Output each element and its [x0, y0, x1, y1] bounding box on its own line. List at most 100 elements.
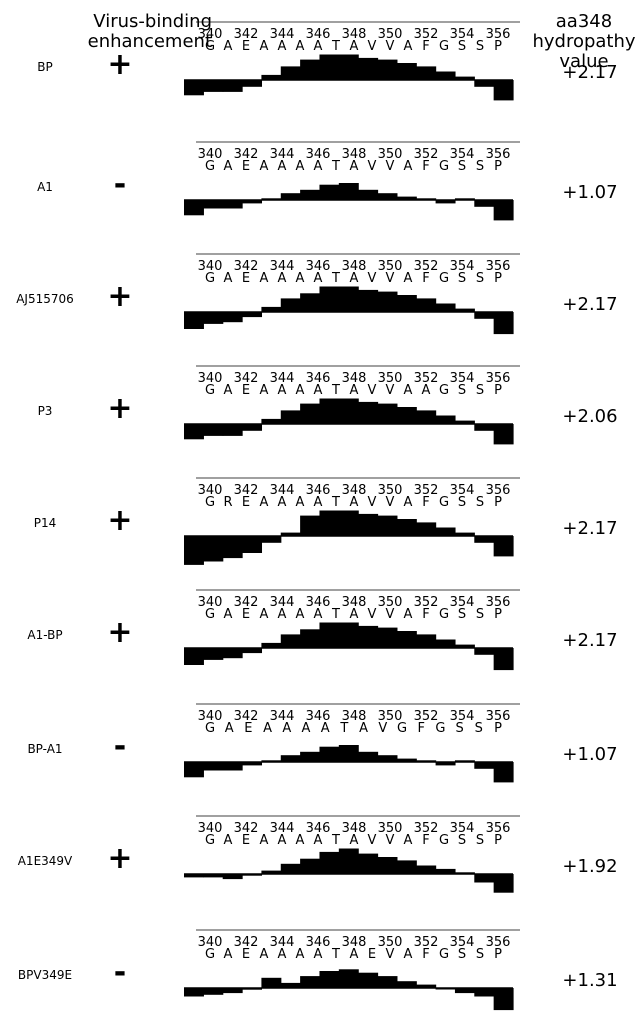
hydropathy-bar [184, 80, 204, 96]
hydropathy-bar [261, 760, 282, 762]
hydropathy-bar [435, 527, 456, 536]
residue-position-label: 350 [378, 821, 403, 836]
hydropathy-bar [416, 198, 437, 200]
residue-letter: A [350, 383, 359, 398]
residue-letter: S [458, 271, 466, 286]
residue-letter: S [476, 833, 484, 848]
residue-letter: A [224, 159, 233, 174]
hydropathy-bar [319, 54, 340, 80]
residue-letter: V [368, 271, 377, 286]
header-left-line-2: enhancement [87, 31, 212, 52]
residue-letter: G [439, 833, 449, 848]
residue-position-label: 356 [486, 371, 511, 386]
hydropathy-bar [280, 863, 301, 874]
hydropathy-bar [358, 751, 379, 762]
residue-position-label: 346 [306, 595, 331, 610]
residue-position-label: 354 [450, 595, 475, 610]
residue-position-label: 344 [270, 935, 295, 950]
hydropathy-bar [474, 648, 495, 655]
residue-letter: A [296, 271, 305, 286]
residue-letter: P [494, 607, 502, 622]
hydropathy-bar [261, 198, 282, 200]
profile-row: A1-BP + +2.17 340 342 344 346 348 350 352 354 356 G A… [0, 568, 644, 680]
residue-letter: G [439, 607, 449, 622]
residue-letter: V [386, 271, 395, 286]
header-right-line-3: value [559, 51, 609, 72]
residue-letter: A [260, 833, 269, 848]
construct-name: P3 [37, 404, 53, 418]
residue-position-label: 352 [414, 371, 439, 386]
hydropathy-bar [300, 515, 321, 536]
hydropathy-bar [242, 874, 263, 876]
hydropathy-bar [222, 874, 243, 880]
hydropathy-bar [242, 536, 263, 553]
residue-position-label: 356 [486, 709, 511, 724]
residue-letter: S [476, 947, 484, 962]
residue-position-label: 350 [378, 935, 403, 950]
residue-position-label: 346 [306, 935, 331, 950]
residue-position-label: 354 [450, 147, 475, 162]
residue-letter: A [314, 39, 323, 54]
hydropathy-bar [493, 988, 514, 1011]
header-hydropathy-value: aa348 hydropathy value [524, 12, 644, 72]
hydropathy-bar [377, 857, 398, 874]
residue-letter: T [339, 721, 348, 736]
residue-letter: A [314, 383, 323, 398]
hydropathy-bar [358, 189, 379, 200]
residue-letter: A [404, 39, 413, 54]
residue-letter: A [260, 383, 269, 398]
residue-letter: A [296, 947, 305, 962]
residue-letter: V [368, 607, 377, 622]
residue-letter: G [439, 383, 449, 398]
hydropathy-bar [396, 860, 417, 874]
hydropathy-bar [358, 401, 379, 424]
hydropathy-bar [184, 648, 204, 665]
hydropathy-bar [319, 286, 340, 312]
hydropathy-bar [203, 988, 224, 995]
hydropathy-bar [184, 988, 204, 997]
header-left-line-1: Virus-binding [93, 11, 212, 32]
residue-letter: P [494, 383, 502, 398]
hydropathy-bar [261, 536, 282, 543]
residue-position-label: 354 [450, 821, 475, 836]
hydropathy-bar [203, 312, 224, 324]
hydropathy-bar [358, 972, 379, 988]
hydropathy-bar [435, 868, 456, 874]
hydropathy-bar [493, 648, 514, 671]
residue-position-label: 354 [450, 935, 475, 950]
residue-letter: G [435, 721, 445, 736]
residue-position-label: 348 [342, 935, 367, 950]
profile-row: BP-A1- +1.07 340 342 344 346 348 350 352 354 356 G A… [0, 682, 644, 794]
residue-letter: S [476, 39, 484, 54]
hydropathy-bar [474, 762, 495, 769]
residue-letter: A [224, 39, 233, 54]
residue-letter: A [278, 159, 287, 174]
hydropathy-bar [261, 418, 282, 424]
residue-position-label: 352 [414, 147, 439, 162]
residue-letter: G [205, 721, 215, 736]
residue-letter: S [476, 159, 484, 174]
hydropathy-bar [474, 424, 495, 431]
residue-letter: A [260, 39, 269, 54]
residue-letter: A [302, 721, 311, 736]
residue-letter: A [225, 721, 234, 736]
residue-position-label: 340 [198, 27, 223, 42]
construct-name: A1E349V [17, 854, 73, 868]
hydropathy-bar [184, 874, 204, 878]
hydropathy-bar [454, 644, 475, 648]
residue-position-label: 352 [414, 483, 439, 498]
residue-letter: V [368, 833, 377, 848]
residue-letter: S [475, 721, 483, 736]
hydropathy-bar [242, 648, 263, 654]
residue-position-label: 346 [306, 371, 331, 386]
residue-letter: P [494, 833, 502, 848]
residue-letter: A [321, 721, 330, 736]
hydropathy-bar [222, 988, 243, 994]
residue-letter: A [404, 495, 413, 510]
hydropathy-bar [319, 510, 340, 536]
hydropathy-bar [261, 977, 282, 988]
hydropathy-bar [184, 762, 204, 778]
residue-letter: V [386, 39, 395, 54]
